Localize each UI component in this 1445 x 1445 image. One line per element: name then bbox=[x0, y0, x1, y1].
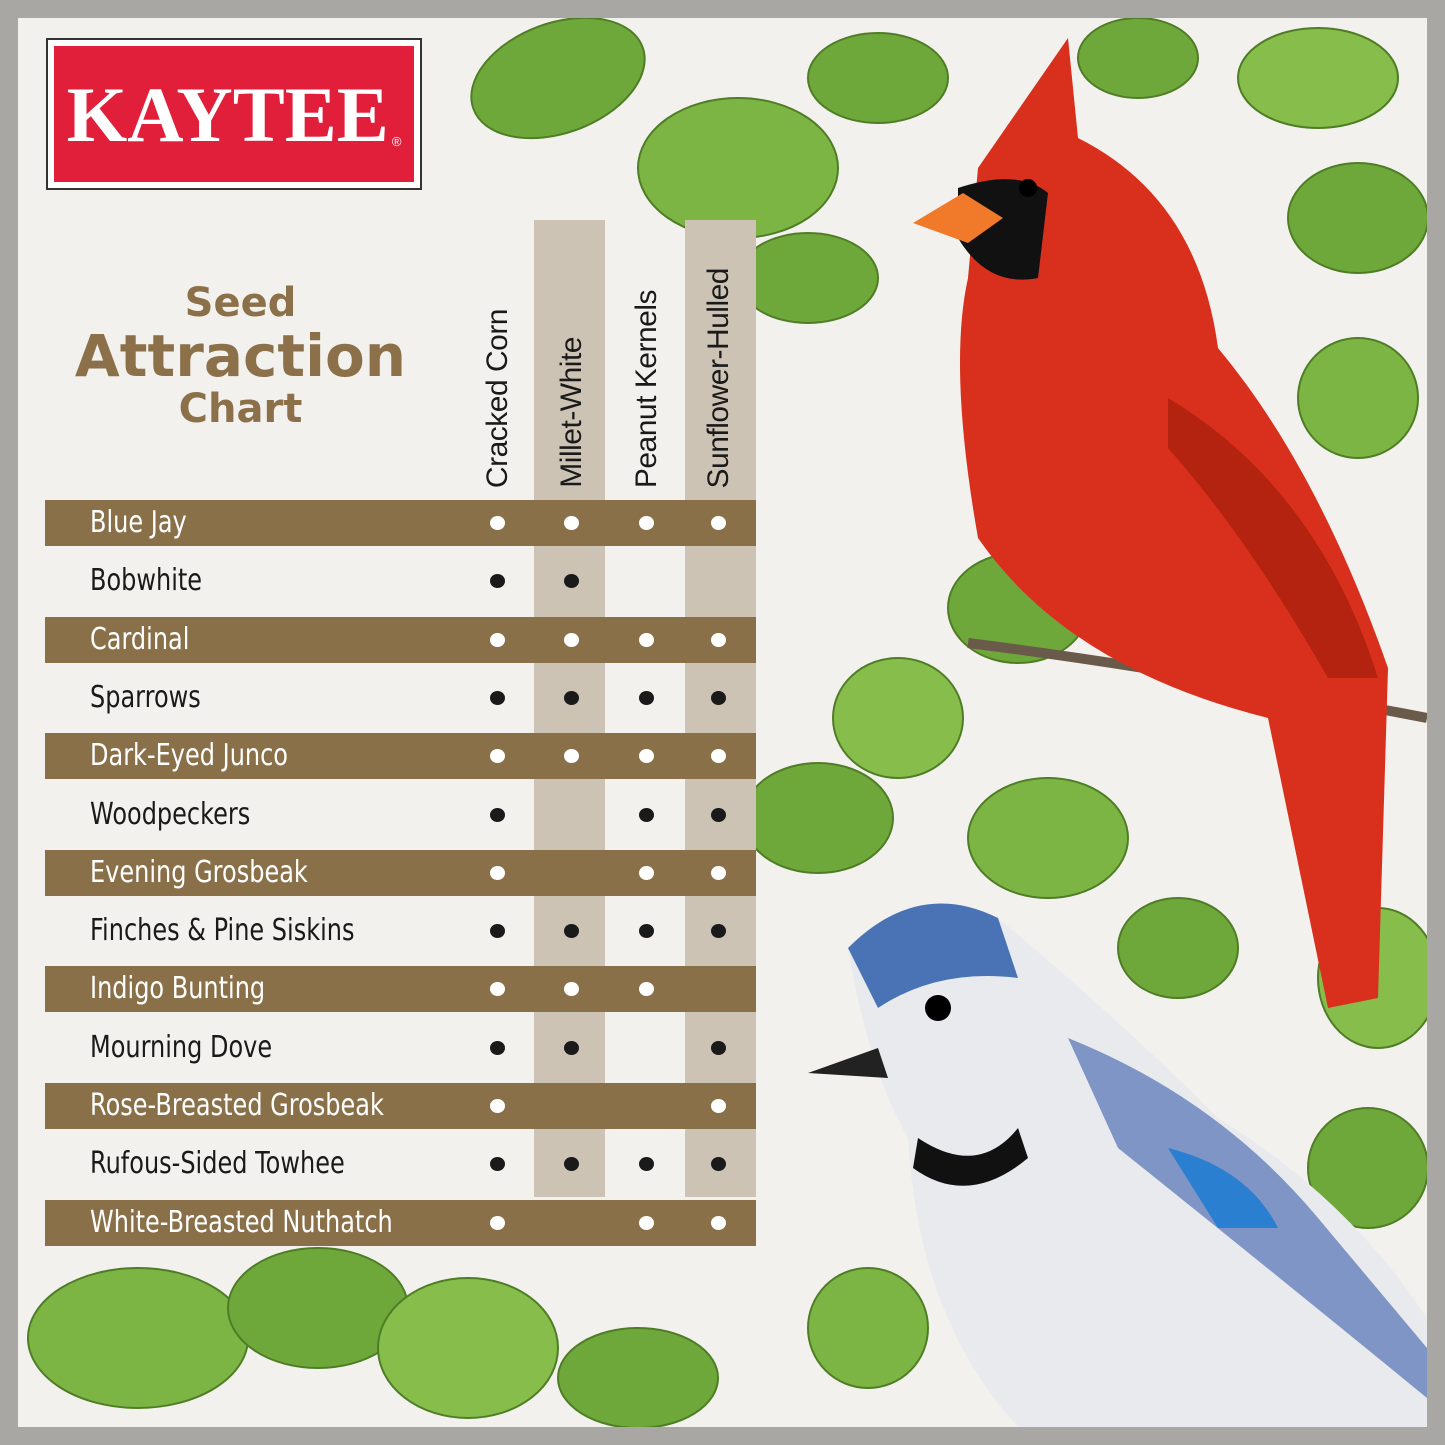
attraction-dot bbox=[711, 516, 726, 530]
attraction-dot bbox=[564, 516, 579, 530]
table-row: Rufous-Sided Towhee bbox=[45, 1141, 756, 1187]
column-header: Sunflower-Hulled bbox=[683, 228, 754, 488]
birds-illustration bbox=[27, 18, 1427, 1427]
attraction-dot bbox=[711, 749, 726, 764]
attraction-dot bbox=[490, 1157, 505, 1172]
attraction-dot bbox=[711, 1099, 726, 1113]
table-row: Mourning Dove bbox=[45, 1025, 756, 1071]
attraction-dot bbox=[711, 865, 726, 880]
attraction-dot bbox=[490, 1099, 505, 1113]
kaytee-logo: KAYTEE ® bbox=[46, 38, 422, 190]
attraction-dot bbox=[490, 1040, 505, 1055]
attraction-dot bbox=[711, 924, 726, 939]
table-row: Evening Grosbeak bbox=[45, 849, 756, 896]
table-row: Rose-Breasted Grosbeak bbox=[45, 1083, 756, 1129]
table-row: Blue Jay bbox=[45, 500, 756, 546]
attraction-dot bbox=[639, 807, 654, 822]
title-line-3: Chart bbox=[178, 386, 303, 432]
attraction-dot bbox=[711, 632, 726, 647]
attraction-dot bbox=[639, 632, 654, 647]
table-row: Sparrows bbox=[45, 675, 756, 721]
attraction-dot bbox=[711, 1215, 726, 1230]
attraction-dot bbox=[639, 1215, 654, 1230]
attraction-dot bbox=[564, 574, 579, 589]
table-row: Finches & Pine Siskins bbox=[45, 908, 756, 954]
bird-name: Finches & Pine Siskins bbox=[90, 913, 355, 949]
attraction-dot bbox=[564, 1157, 579, 1172]
attraction-dot bbox=[490, 516, 505, 530]
attraction-dot bbox=[639, 749, 654, 764]
attraction-dot bbox=[564, 982, 579, 997]
bird-name: Bobwhite bbox=[90, 563, 203, 599]
attraction-dot bbox=[639, 865, 654, 880]
bird-name: White-Breasted Nuthatch bbox=[90, 1204, 393, 1240]
table-row: White-Breasted Nuthatch bbox=[45, 1199, 756, 1246]
column-band-sunflower bbox=[685, 220, 756, 1197]
registered-mark: ® bbox=[391, 134, 402, 149]
bird-name: Woodpeckers bbox=[90, 796, 251, 832]
bird-name: Dark-Eyed Junco bbox=[90, 738, 288, 774]
column-band-millet bbox=[534, 220, 605, 1197]
attraction-dot bbox=[490, 807, 505, 822]
column-header: Peanut Kernels bbox=[611, 228, 682, 488]
attraction-dot bbox=[639, 690, 654, 705]
attraction-dot bbox=[639, 1157, 654, 1172]
attraction-dot bbox=[490, 632, 505, 647]
attraction-dot bbox=[711, 690, 726, 705]
table-row: Woodpeckers bbox=[45, 792, 756, 838]
column-header-label: Millet-White bbox=[554, 337, 588, 488]
column-header-label: Peanut Kernels bbox=[629, 289, 663, 488]
attraction-dot bbox=[639, 924, 654, 939]
title-line-2: Attraction bbox=[74, 322, 407, 390]
attraction-dot bbox=[490, 1215, 505, 1230]
bird-name: Mourning Dove bbox=[90, 1029, 273, 1065]
infographic: KAYTEE ® Seed Attraction Chart Cracked Co… bbox=[18, 18, 1427, 1427]
attraction-dot bbox=[711, 1040, 726, 1055]
attraction-dot bbox=[490, 982, 505, 997]
attraction-dot bbox=[490, 574, 505, 589]
table-row: Cardinal bbox=[45, 616, 756, 663]
bird-name: Rose-Breasted Grosbeak bbox=[90, 1088, 384, 1123]
table-row: Bobwhite bbox=[45, 558, 756, 604]
bird-name: Sparrows bbox=[90, 679, 201, 715]
column-header-label: Sunflower-Hulled bbox=[701, 267, 735, 488]
attraction-dot bbox=[711, 807, 726, 822]
logo-wordmark: KAYTEE bbox=[66, 71, 389, 158]
column-header: Cracked Corn bbox=[462, 228, 533, 488]
chart-title: Seed Attraction Chart bbox=[58, 283, 423, 429]
attraction-dot bbox=[490, 690, 505, 705]
cardinal bbox=[913, 38, 1388, 1008]
title-line-1: Seed bbox=[184, 280, 297, 326]
attraction-dot bbox=[711, 1157, 726, 1172]
column-header-label: Cracked Corn bbox=[480, 308, 514, 488]
attraction-dot bbox=[490, 749, 505, 764]
bird-name: Cardinal bbox=[90, 621, 190, 657]
attraction-dot bbox=[564, 924, 579, 939]
attraction-dot bbox=[490, 924, 505, 939]
blue-jay bbox=[808, 903, 1427, 1427]
bird-name: Blue Jay bbox=[90, 505, 187, 540]
attraction-dot bbox=[564, 749, 579, 764]
bird-name: Evening Grosbeak bbox=[90, 854, 308, 890]
bird-name: Indigo Bunting bbox=[90, 971, 266, 1007]
attraction-dot bbox=[564, 690, 579, 705]
attraction-dot bbox=[639, 516, 654, 530]
table-row: Dark-Eyed Junco bbox=[45, 733, 756, 780]
attraction-dot bbox=[639, 982, 654, 997]
table-row: Indigo Bunting bbox=[45, 966, 756, 1013]
attraction-dot bbox=[564, 1040, 579, 1055]
column-header: Millet-White bbox=[536, 228, 607, 488]
attraction-dot bbox=[490, 865, 505, 880]
bird-name: Rufous-Sided Towhee bbox=[90, 1146, 345, 1182]
attraction-dot bbox=[564, 632, 579, 647]
